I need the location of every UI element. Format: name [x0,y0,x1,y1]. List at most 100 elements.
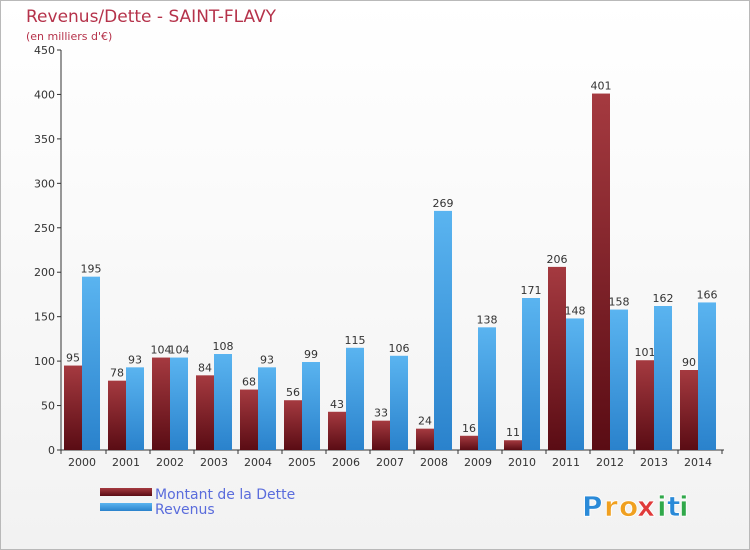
y-tick-label: 150 [34,311,55,324]
x-tick-label: 2007 [376,456,404,469]
data-label: 115 [345,334,366,347]
bar-dette [196,375,214,450]
data-label: 166 [697,288,718,301]
data-label: 401 [591,80,612,93]
data-label: 33 [374,407,388,420]
y-tick-label: 350 [34,133,55,146]
x-tick-label: 2003 [200,456,228,469]
bar-dette [460,435,478,450]
bar-revenus [390,355,408,450]
bar-revenus [610,309,628,450]
data-label: 104 [151,344,172,357]
bar-dette [328,411,346,450]
x-tick-label: 2008 [420,456,448,469]
bar-dette [108,380,126,450]
data-label: 101 [635,346,656,359]
bar-revenus [82,276,100,450]
legend: Montant de la Dette Revenus [100,487,295,518]
data-label: 16 [462,422,476,435]
data-label: 148 [565,304,586,317]
data-label: 206 [547,253,568,266]
logo-letter: i [679,490,689,523]
data-label: 269 [433,197,454,210]
logo-letter: x [637,490,655,523]
data-label: 43 [330,398,344,411]
chart-title: Revenus/Dette - SAINT-FLAVY [26,7,277,27]
bar-dette [636,360,654,450]
chart-subtitle: (en milliers d'€) [26,30,112,43]
bar-revenus [566,318,584,450]
data-label: 24 [418,415,432,428]
logo-letter: r [604,490,618,523]
x-tick-label: 2011 [552,456,580,469]
data-label: 11 [506,426,520,439]
bar-dette [240,389,258,450]
data-label: 195 [81,263,102,276]
y-tick-label: 250 [34,222,55,235]
bar-dette [416,428,434,450]
bar-dette [680,370,698,450]
bar-dette [284,400,302,450]
data-label: 171 [521,284,542,297]
x-tick-label: 2012 [596,456,624,469]
data-label: 138 [477,313,498,326]
bar-revenus [258,367,276,450]
data-label: 95 [66,352,80,365]
data-label: 84 [198,361,212,374]
x-tick-label: 2014 [684,456,712,469]
x-tick-label: 2006 [332,456,360,469]
y-tick-label: 200 [34,266,55,279]
data-label: 162 [653,292,674,305]
data-label: 78 [110,367,124,380]
bar-revenus [698,302,716,450]
bar-dette [152,357,170,450]
bar-revenus [434,210,452,450]
x-tick-label: 2009 [464,456,492,469]
legend-label-debt: Montant de la Dette [155,487,295,503]
bar-revenus [478,327,496,450]
bar-revenus [302,362,320,450]
bar-dette [592,93,610,451]
y-tick-label: 50 [41,400,55,413]
bar-dette [504,440,522,450]
y-tick-label: 0 [48,444,55,457]
data-label: 99 [304,348,318,361]
data-label: 90 [682,356,696,369]
y-tick-label: 400 [34,88,55,101]
bars: 95 78 104 84 68 56 43 33 24 16 11 206 401 101 90 195 93 1… [64,80,718,451]
bar-revenus [522,298,540,450]
bar-revenus [654,306,672,450]
data-label: 158 [609,296,630,309]
logo-letter: o [619,490,638,523]
legend-swatch-debt [100,488,152,496]
x-tick-label: 2001 [112,456,140,469]
logo-letter: P [582,490,603,523]
bar-revenus [214,354,232,450]
x-tick-label: 2004 [244,456,272,469]
bar-revenus [346,347,364,450]
data-label: 108 [213,340,234,353]
x-tick-label: 2005 [288,456,316,469]
bar-dette [548,266,566,450]
x-tick-label: 2000 [68,456,96,469]
y-tick-label: 300 [34,177,55,190]
data-label: 68 [242,376,256,389]
bar-revenus [126,367,144,450]
bar-dette [372,420,390,450]
x-tick-label: 2010 [508,456,536,469]
data-label: 104 [169,344,190,357]
x-tick-label: 2002 [156,456,184,469]
data-label: 93 [260,353,274,366]
bar-dette [64,365,82,450]
logo-letter: i [657,490,667,523]
legend-label-revenus: Revenus [155,502,215,518]
bar-revenus [170,357,188,450]
y-tick-label: 450 [34,44,55,57]
y-tick-label: 100 [34,355,55,368]
data-label: 106 [389,342,410,355]
x-tick-label: 2013 [640,456,668,469]
legend-swatch-revenus [100,503,152,511]
